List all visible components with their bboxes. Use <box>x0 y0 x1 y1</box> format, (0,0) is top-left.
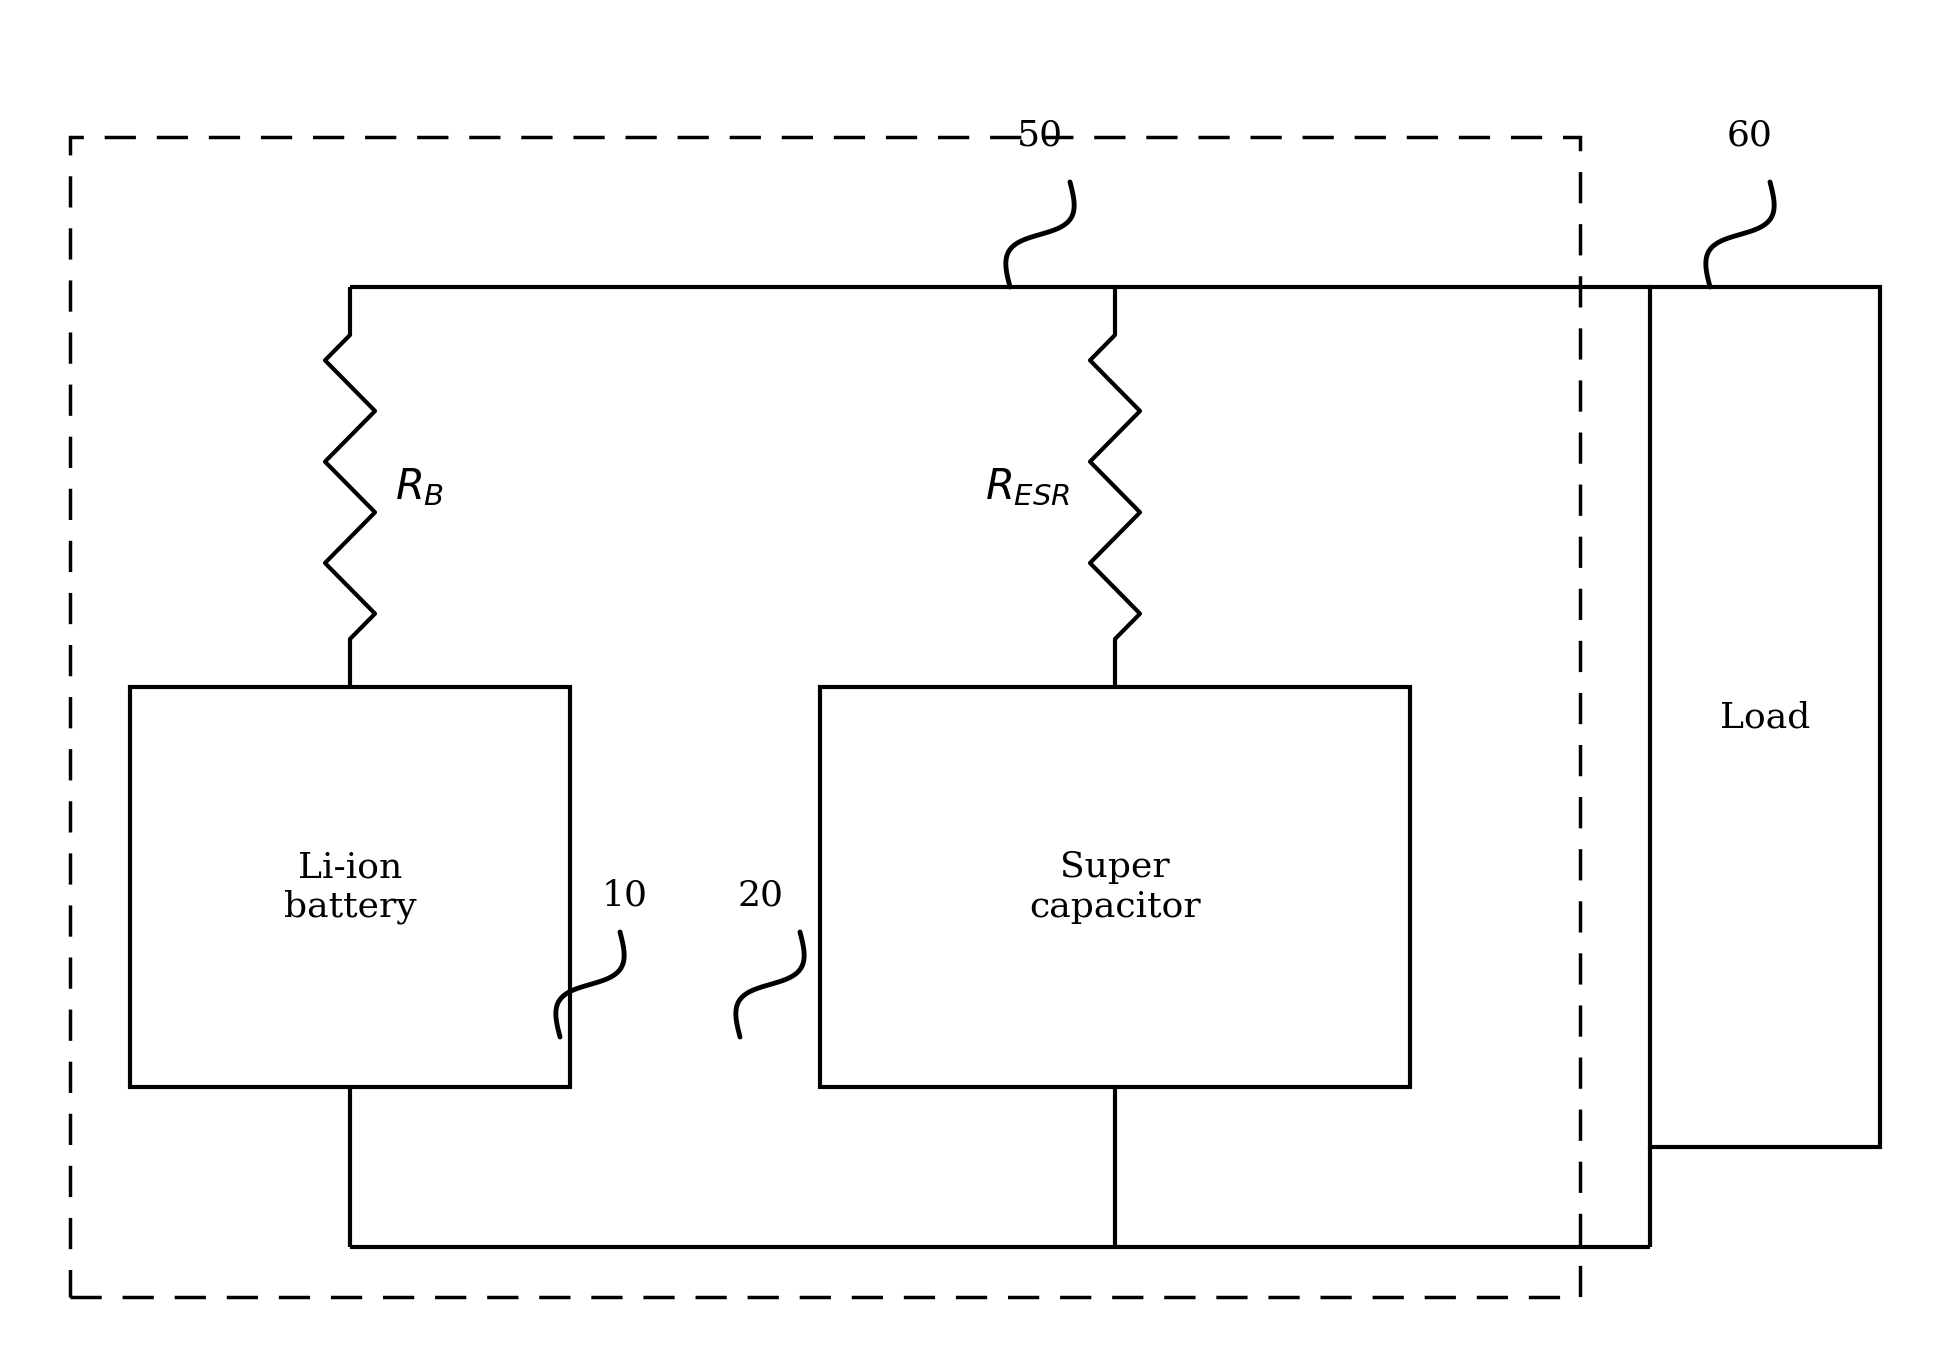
Text: $\mathit{R}_{\mathit{ESR}}$: $\mathit{R}_{\mathit{ESR}}$ <box>984 466 1070 509</box>
Text: 20: 20 <box>736 878 783 912</box>
Text: Load: Load <box>1721 700 1810 734</box>
Bar <box>131 688 570 1087</box>
Text: $\mathit{R}_\mathit{B}$: $\mathit{R}_\mathit{B}$ <box>395 466 443 509</box>
Text: 60: 60 <box>1726 118 1773 152</box>
Text: 50: 50 <box>1018 118 1062 152</box>
Bar <box>820 688 1410 1087</box>
Bar <box>1650 287 1881 1147</box>
Text: Super
capacitor: Super capacitor <box>1029 850 1201 924</box>
Text: Li-ion
battery: Li-ion battery <box>283 850 416 924</box>
Text: 10: 10 <box>602 878 648 912</box>
Bar <box>70 137 1580 1297</box>
